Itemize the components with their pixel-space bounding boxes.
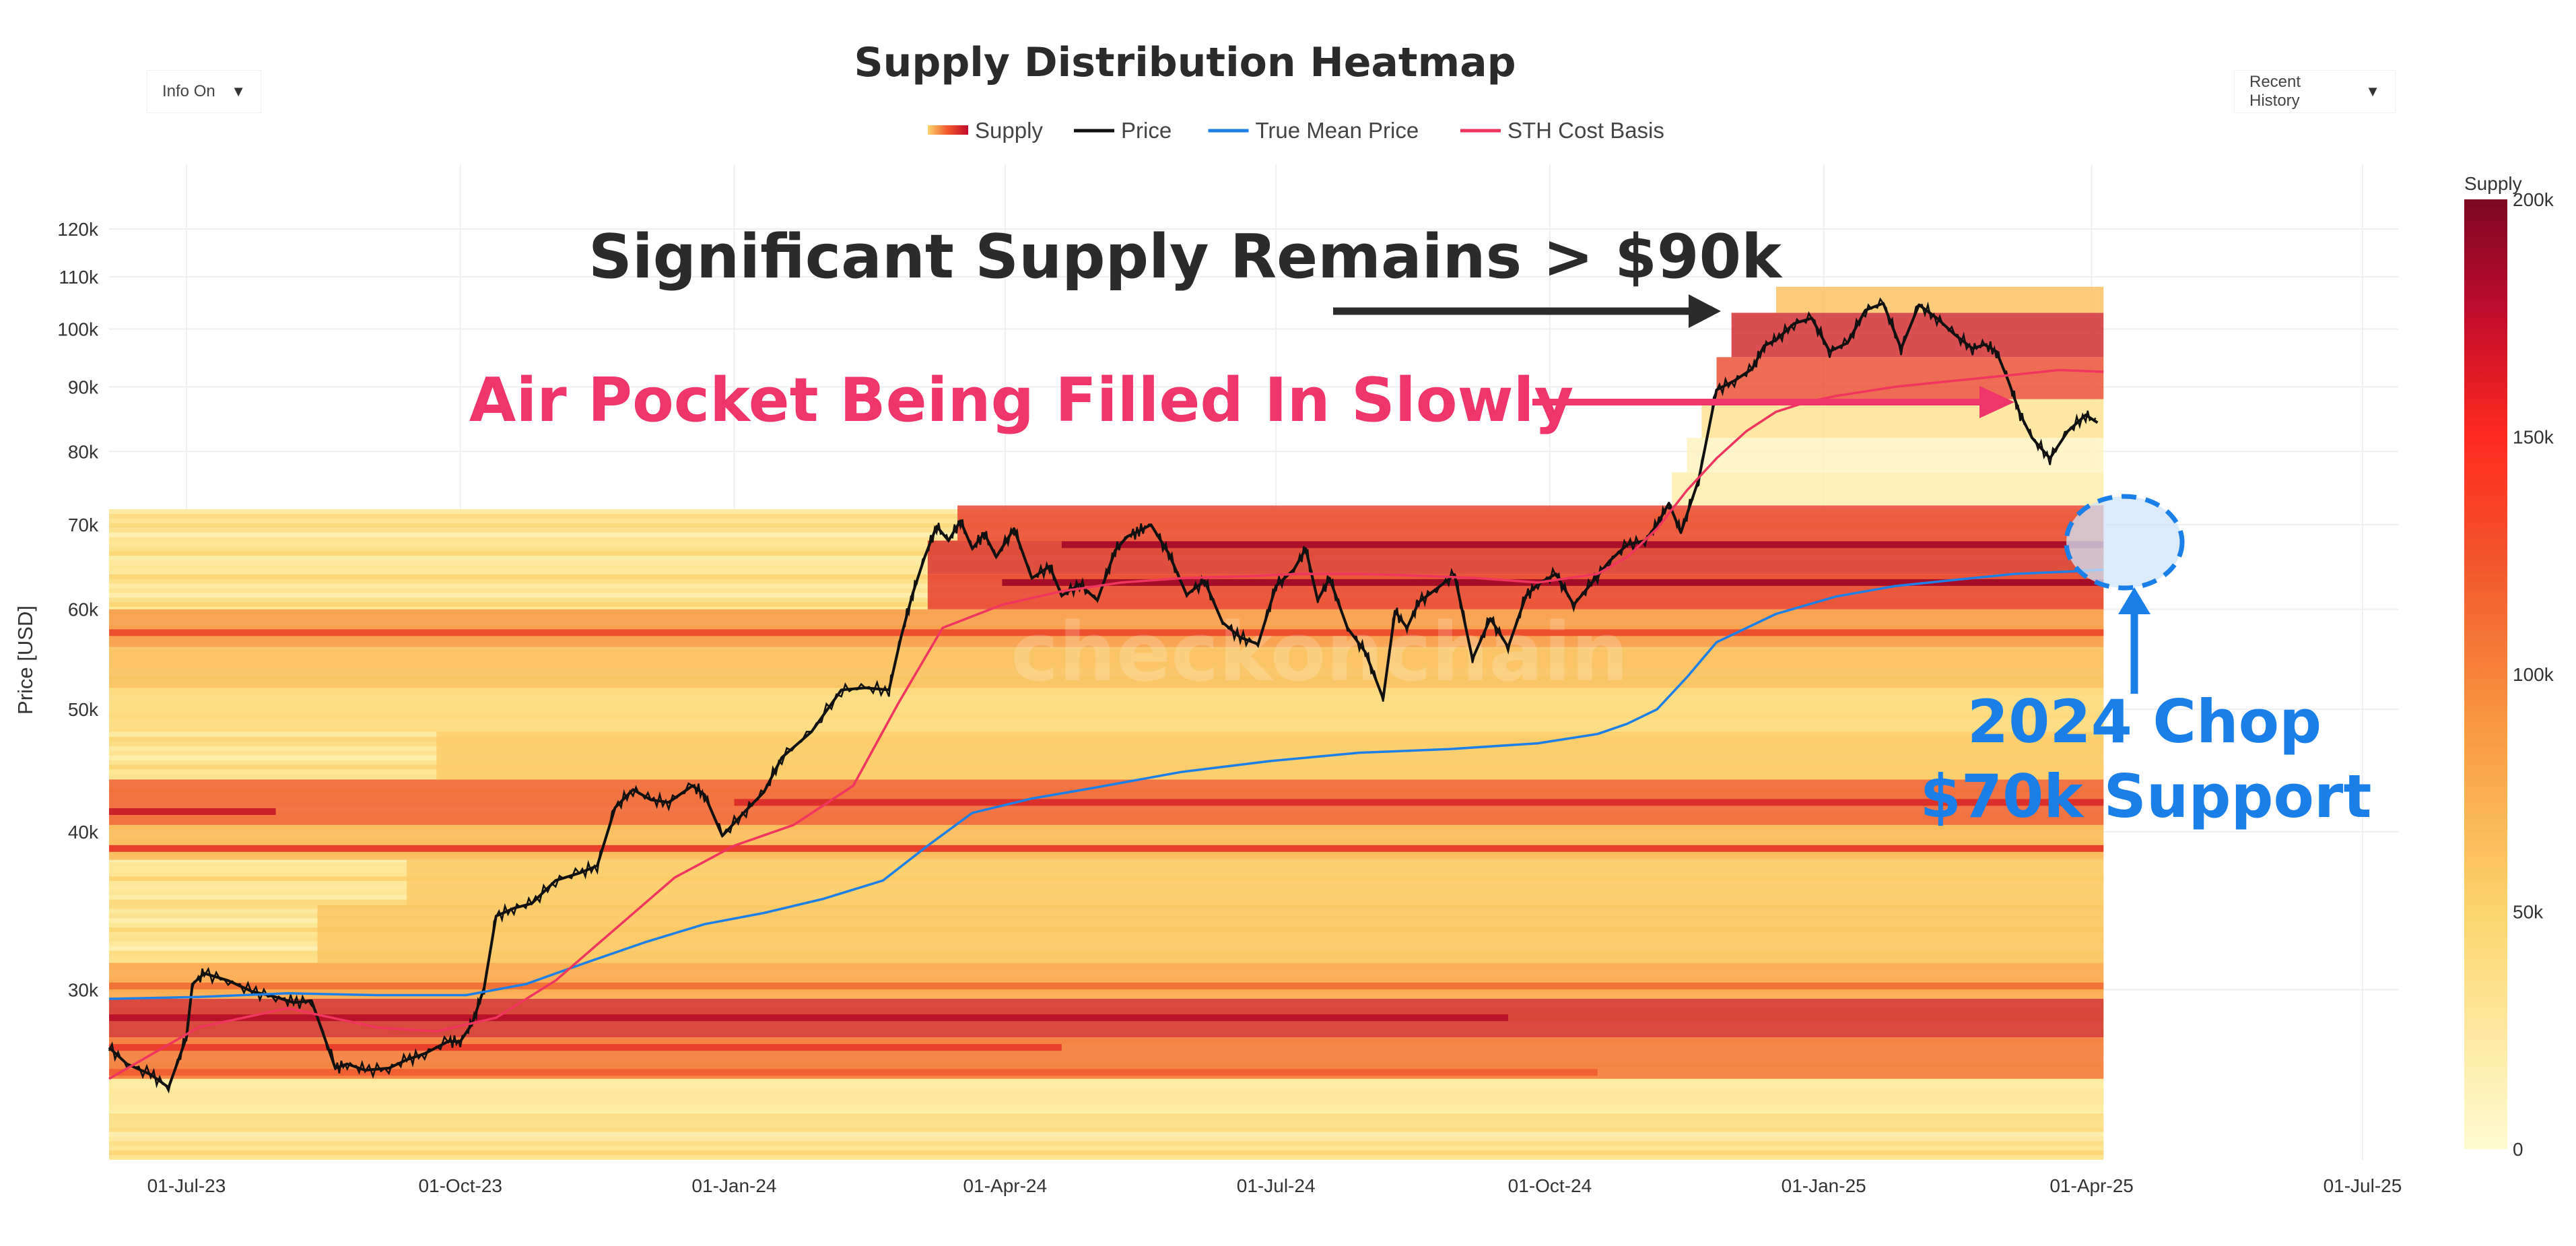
heat-line [109,1044,1062,1051]
heat-band [1775,286,2104,313]
x-tick-label: 01-Jan-25 [1782,1175,1866,1196]
heat-stripe [109,1141,2104,1146]
heat-line [109,1069,1598,1076]
heat-line [1061,541,2104,548]
watermark: checkonchain [1011,606,1629,700]
y-axis-label: Price [USD] [13,605,37,715]
y-tick-label: 70k [68,515,99,535]
x-tick-label: 01-Jul-25 [2324,1175,2402,1196]
heat-stripe [109,1117,2104,1123]
legend-label: STH Cost Basis [1507,118,1664,143]
heat-stripe [109,1113,2104,1118]
range-select-label: Recent History [2249,73,2301,110]
colorbar: Supply 0 50k 100k 150k 200k [2464,173,2554,1160]
y-tick-label: 100k [57,319,99,339]
y-tick-label: 30k [68,979,99,1000]
info-toggle-dropdown[interactable]: Info On ▼ [147,70,261,113]
heat-band [436,731,2104,780]
heat-stripe [109,1146,2104,1151]
chart-title: Supply Distribution Heatmap [854,39,1516,86]
heat-stripe [109,1136,2104,1142]
legend-swatch [928,125,968,135]
heat-stripe [109,1122,2104,1127]
legend-item-sth-cost-basis[interactable]: STH Cost Basis [1460,118,1664,143]
legend-item-price[interactable]: Price [1074,118,1172,143]
heat-line [109,1014,1509,1022]
x-tick-label: 01-Jan-24 [691,1175,776,1196]
heat-band [1731,313,2104,358]
legend-label: Price [1121,118,1172,143]
heat-stripe [109,1150,2104,1156]
x-tick-label: 01-Oct-23 [418,1175,502,1196]
x-axis: 01-Jul-23 01-Oct-23 01-Jan-24 01-Apr-24 01-J… [147,1175,2402,1196]
heat-line [109,982,2104,989]
annotation-air-pocket: Air Pocket Being Filled In Slowly [469,365,1573,436]
series-price-detail [108,297,2097,1094]
legend-label: True Mean Price [1256,118,1419,143]
heat-band [1687,438,2104,473]
x-tick-label: 01-Apr-25 [2049,1175,2134,1196]
colorbar-tick-label: 150k [2513,427,2554,448]
arrow-supply-head [1689,294,1721,328]
heat-band [109,1078,2104,1113]
chevron-down-icon: ▼ [2365,83,2380,100]
range-select-dropdown[interactable]: Recent History ▼ [2234,70,2396,113]
legend-label: Supply [975,118,1043,143]
annotation-supply-above-90k: Significant Supply Remains > $90k [588,222,1783,292]
series-true-mean-price [108,568,2104,1000]
arrow-support-head [2118,587,2150,614]
y-tick-label: 50k [68,699,99,720]
y-axis: 30k 40k 50k 60k 70k 80k 90k 100k 110k 120k [57,219,99,1000]
heat-stripe [109,1127,2104,1132]
legend-item-true-mean-price[interactable]: True Mean Price [1208,118,1419,143]
colorbar-tick-label: 100k [2513,664,2554,685]
heat-stripe [109,1132,2104,1137]
info-toggle-label: Info On [162,82,215,100]
heat-band [109,688,2104,732]
heat-line [1002,579,2104,586]
y-tick-label: 110k [59,267,99,288]
chart-legend: Supply Price True Mean Price STH Cost Basis [928,118,1664,143]
colorbar-title: Supply [2464,173,2522,194]
heatmap-layer [109,286,2104,1160]
x-tick-label: 01-Jul-24 [1237,1175,1316,1196]
heat-band [957,505,2104,541]
heat-band [109,962,2104,999]
arrow-air-pocket-head [1979,386,2014,418]
annotation-70k-support: $70k Support [1920,762,2372,831]
colorbar-tick-label: 50k [2513,902,2544,923]
x-tick-label: 01-Oct-24 [1508,1175,1592,1196]
heat-band [1716,357,2104,399]
heat-line [734,799,2104,806]
y-tick-label: 60k [68,599,99,620]
colorbar-gradient [2464,199,2507,1149]
y-tick-label: 80k [68,441,99,462]
x-tick-label: 01-Jul-23 [147,1175,226,1196]
annotation-2024-chop: 2024 Chop [1967,687,2321,756]
colorbar-tick-label: 200k [2513,189,2554,210]
support-zone-ellipse [2064,494,2185,591]
legend-item-supply[interactable]: Supply [928,118,1043,143]
heat-line [109,845,2104,852]
x-tick-label: 01-Apr-24 [963,1175,1048,1196]
heat-band [407,859,2104,905]
heat-band [1701,399,2104,438]
annotations: Significant Supply Remains > $90k Air Po… [469,222,2372,831]
heat-line [109,808,276,815]
y-tick-label: 40k [68,822,99,843]
chevron-down-icon: ▼ [231,83,246,100]
heat-band [109,647,2104,688]
heat-line [109,629,2104,636]
heat-band [1672,472,2104,506]
y-tick-label: 120k [57,219,99,240]
heat-band [109,824,2104,860]
colorbar-tick-label: 0 [2513,1139,2523,1160]
heat-stripe [109,1155,2104,1160]
y-tick-label: 90k [68,376,99,397]
